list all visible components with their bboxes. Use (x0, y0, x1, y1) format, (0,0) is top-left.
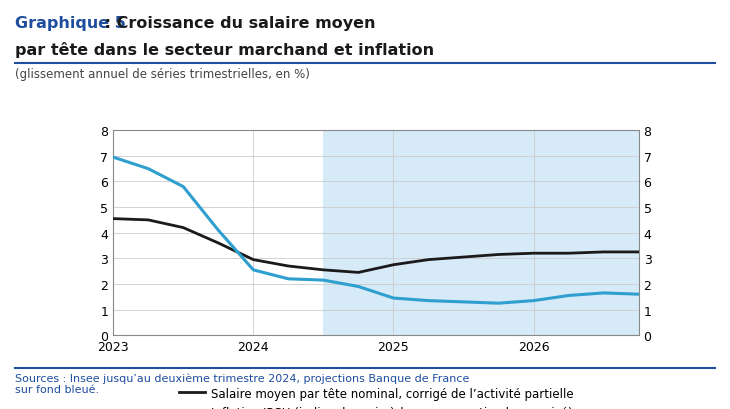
Text: (glissement annuel de séries trimestrielles, en %): (glissement annuel de séries trimestriel… (15, 67, 310, 81)
Text: : Croissance du salaire moyen: : Croissance du salaire moyen (99, 16, 375, 31)
Bar (323, 131, 639, 335)
Legend: Salaire moyen par tête nominal, corrigé de l’activité partielle, Inflation IPCH : Salaire moyen par tête nominal, corrigé … (174, 382, 578, 409)
Text: Graphique 5: Graphique 5 (15, 16, 126, 31)
Text: Sources : Insee jusqu’au deuxième trimestre 2024, projections Banque de France
s: Sources : Insee jusqu’au deuxième trimes… (15, 372, 469, 394)
Text: par tête dans le secteur marchand et inflation: par tête dans le secteur marchand et inf… (15, 42, 434, 58)
